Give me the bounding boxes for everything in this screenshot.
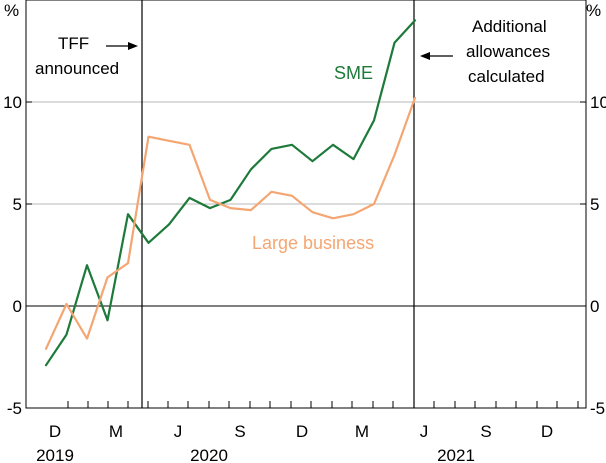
year-label: 2021 — [437, 446, 475, 463]
x-tick-label: S — [480, 422, 491, 441]
annotation-tff: TFF announced — [35, 34, 138, 78]
x-tick-label: J — [420, 422, 429, 441]
series-label-large-business: Large business — [252, 233, 374, 253]
y-tick-label-left: 10 — [3, 93, 22, 112]
y-axis-label-left: % — [4, 1, 19, 20]
year-labels: 2019 2020 2021 — [36, 446, 475, 463]
y-tick-label-right: 5 — [590, 195, 599, 214]
y-tick-label-right: 0 — [590, 297, 599, 316]
y-tick-label-left: 5 — [13, 195, 22, 214]
y-axis-label-right: % — [586, 1, 601, 20]
series-group — [44, 19, 417, 367]
y-tick-label-right: 10 — [590, 93, 606, 112]
gridlines — [26, 101, 586, 307]
event-lines — [141, 0, 415, 408]
arrow-right-icon — [106, 42, 138, 50]
y-tick-label-right: -5 — [590, 399, 605, 418]
axis-ticks — [26, 101, 586, 409]
x-tick-label: M — [355, 422, 369, 441]
x-tick-label: D — [541, 422, 553, 441]
annotation-tff-line: announced — [35, 59, 119, 78]
series-label-sme: SME — [334, 63, 373, 83]
annotation-tff-line: TFF — [58, 34, 89, 53]
year-label: 2020 — [190, 446, 228, 463]
arrow-left-icon — [420, 52, 453, 60]
annotation-additional: Additional allowances calculated — [420, 17, 550, 86]
x-tick-label: S — [234, 422, 245, 441]
y-tick-label-left: -5 — [7, 399, 22, 418]
year-label: 2019 — [36, 446, 74, 463]
annotation-additional-line: calculated — [468, 67, 545, 86]
annotation-additional-line: Additional — [472, 17, 547, 36]
x-tick-label: D — [49, 422, 61, 441]
series-line-sme — [44, 19, 417, 367]
x-tick-label: M — [109, 422, 123, 441]
x-tick-label: D — [296, 422, 308, 441]
y-tick-labels-right: -5 0 5 10 — [590, 93, 606, 418]
y-tick-labels-left: -5 0 5 10 — [3, 93, 22, 418]
series-line-large-business — [44, 96, 417, 350]
annotation-additional-line: allowances — [466, 42, 550, 61]
x-tick-label: J — [174, 422, 183, 441]
y-tick-label-left: 0 — [13, 297, 22, 316]
